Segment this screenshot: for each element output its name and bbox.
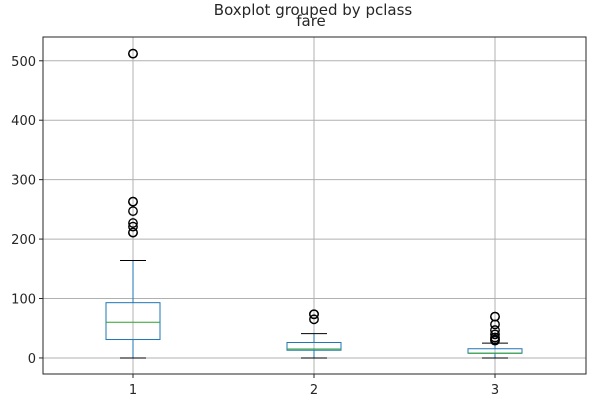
y-tick-label: 200 [11,233,36,248]
x-tick-label: 3 [491,383,499,398]
iqr-box [105,302,161,341]
outlier-point [128,227,138,238]
box-layer [105,48,523,359]
outlier-point [490,335,500,346]
box-group-2 [286,309,342,359]
chart-subtitle: fare [296,12,326,30]
y-tick-label: 0 [28,352,36,367]
outlier-point [490,325,500,335]
outlier-point [490,329,500,340]
outlier-point [128,218,138,228]
iqr-box [286,341,342,351]
y-tick-label: 400 [11,114,36,129]
box-group-3 [467,311,523,359]
x-tick-label: 2 [310,383,318,398]
outlier-point [490,319,500,330]
outlier-point [128,206,138,217]
outlier-point [128,221,138,232]
outlier-point [309,314,319,325]
outlier-point [309,309,319,320]
tick-layer: 0 100 200 300 400 500 1 2 3 [11,55,499,398]
x-tick-label: 1 [129,383,137,398]
y-tick-label: 100 [11,293,36,308]
outlier-point [128,196,138,207]
outlier-point [128,48,138,59]
box-group-1 [105,48,161,359]
chart-title: Boxplot grouped by pclass [214,1,413,19]
y-tick-label: 300 [11,174,36,189]
y-tick-label: 500 [11,55,36,70]
